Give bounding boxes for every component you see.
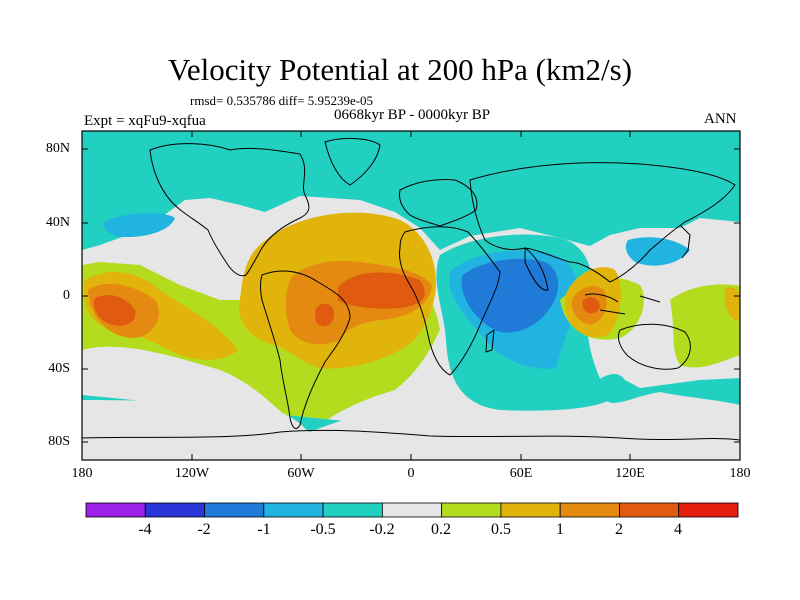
colorbar-label: 0.2 [431,521,451,538]
coastline-japan [679,224,691,259]
contour-neutral-south [82,400,740,460]
coastline-asia [469,162,736,283]
colorbar-label: 2 [615,521,623,538]
period-label: 0668kyr BP - 0000kyr BP [333,107,491,123]
lon-label-120w: 120W [174,466,210,481]
lon-label-60w: 60W [287,466,315,481]
contour-pos-0.5-east [725,287,740,321]
colorbar-swatch [85,502,146,518]
lon-label-60e: 60E [509,466,533,481]
coastline-south-america [260,270,351,429]
coastlines [82,137,740,441]
contour-pos-2-atlantic [338,272,425,309]
experiment-label: Expt = xqFu9-xqfua [84,113,206,129]
colorbar-label: 0.5 [491,521,511,538]
contour-neg-0.5-north [103,213,175,238]
colorbar-swatch [322,502,383,518]
coastline-greenland [324,137,381,186]
contour-pos-2-maritime [582,297,600,314]
season-label: ANN [704,111,737,127]
colorbar-swatch [559,502,620,518]
lon-label-180w: 180 [71,466,93,481]
colorbar-swatch [263,502,324,518]
colorbar-label: 1 [556,521,564,538]
colorbar-swatch [619,502,680,518]
lat-label-80n: 80N [45,141,70,156]
contour-neg-0.2-north [82,131,740,250]
coastline-north-america [149,143,310,277]
colorbar-swatch [204,502,265,518]
lat-label-0: 0 [63,288,70,303]
coastline-indonesia [584,293,661,315]
colorbar-label: -4 [138,521,152,538]
coastline-india [524,247,549,291]
map-title: Velocity Potential at 200 hPa (km2/s) [167,52,633,87]
colorbar [85,502,739,518]
lat-label-80s: 80S [48,434,70,449]
contour-neg-1-indian [461,258,559,333]
colorbar-swatch [678,502,739,518]
lon-label-0: 0 [407,466,415,481]
coastline-europe [399,179,478,227]
colorbar-label: -2 [197,521,211,538]
coastline-australia [617,323,691,370]
stats-text: rmsd= 0.535786 diff= 5.95239e-05 [190,93,374,108]
colorbar-swatch [144,502,205,518]
axis-ticks [82,131,740,460]
colorbar-label: -1 [257,521,271,538]
contour-pos-0.2-east-pacific [670,284,740,368]
lat-label-40s: 40S [48,361,70,376]
lon-label-120e: 120E [615,466,645,481]
lat-label-40n: 40N [45,215,70,230]
lon-label-180e: 180 [729,466,751,481]
coastline-madagascar [485,329,495,353]
colorbar-label: -0.2 [369,521,395,538]
contour-pos-2-amazon [315,303,334,327]
velocity-potential-field [82,131,740,460]
colorbar-swatch [381,502,443,518]
coastline-africa [399,226,501,376]
colorbar-label: 4 [674,521,682,538]
colorbar-swatch [500,502,561,518]
colorbar-label: -0.5 [310,521,336,538]
colorbar-swatch [441,502,502,518]
contour-pos-2-pacific [93,295,136,326]
coastline-antarctica [82,429,740,441]
